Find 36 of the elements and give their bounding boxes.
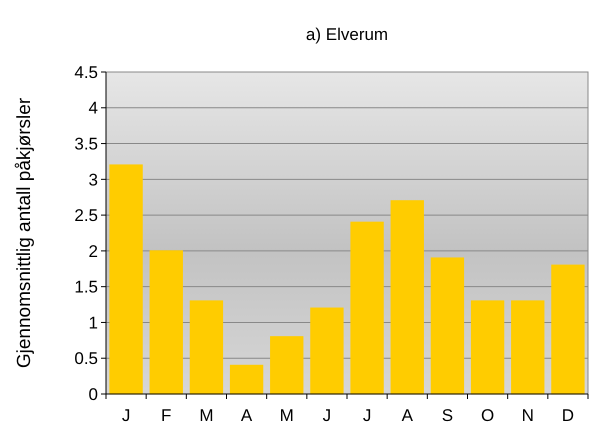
x-tick-label: A (402, 406, 414, 425)
x-tick-label: A (240, 406, 253, 425)
bar (109, 164, 143, 395)
bar (150, 250, 183, 395)
y-tick-label: 4.5 (74, 62, 98, 82)
x-tick-label: M (199, 406, 214, 425)
x-tick-label: J (322, 406, 332, 425)
bar (270, 336, 304, 395)
bar (430, 257, 464, 395)
y-tick-label: 2 (88, 242, 98, 261)
chart-title: a) Elverum (306, 25, 388, 44)
y-tick-label: 0 (88, 384, 98, 404)
y-tick-label: 2.5 (74, 206, 98, 226)
bar (350, 222, 384, 395)
bar (310, 308, 344, 395)
bar (190, 300, 224, 395)
y-axis-title: Gjennomsnittlig antall påkjørsler (14, 97, 35, 368)
x-tick-label: J (362, 406, 372, 425)
y-tick-label: 3.5 (74, 134, 98, 154)
y-tick-label: 0.5 (74, 349, 98, 368)
bar (511, 300, 544, 395)
bar (470, 300, 504, 395)
bar (551, 264, 585, 395)
y-tick-label: 3 (88, 170, 98, 190)
y-tick-label: 4 (88, 98, 98, 118)
x-tick-label: D (562, 406, 574, 425)
x-tick-label: S (442, 406, 454, 425)
x-tick-label: M (280, 406, 294, 425)
x-tick-label: N (522, 406, 534, 425)
y-tick-label: 1.5 (74, 278, 98, 297)
bar (230, 364, 264, 395)
bar (390, 200, 424, 395)
x-tick-label: O (480, 406, 494, 425)
y-tick-label: 1 (88, 313, 98, 332)
x-tick-label: J (122, 406, 130, 425)
x-tick-label: F (161, 406, 172, 425)
